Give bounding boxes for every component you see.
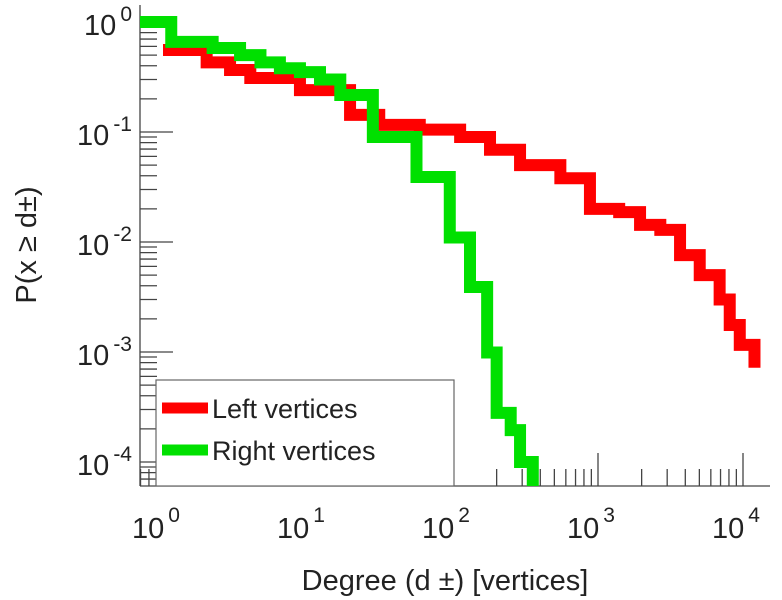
x-tick-exponent: 3 [603, 504, 615, 527]
legend-box [155, 379, 455, 487]
y-tick-base: 10 [77, 340, 109, 372]
x-tick-base: 10 [422, 513, 454, 545]
y-tick-label: 10 -4 [77, 443, 132, 482]
y-tick-base: 10 [84, 10, 116, 42]
x-tick-base: 10 [132, 513, 164, 545]
x-tick-base: 10 [712, 513, 744, 545]
y-tick-label: 10 -1 [77, 113, 132, 152]
x-tick-exponent: 4 [748, 504, 760, 527]
y-tick-exponent: 0 [120, 3, 132, 26]
series-line-left [163, 44, 761, 368]
x-tick-label: 10 4 [712, 504, 760, 545]
y-tick-exponent: -3 [113, 333, 132, 356]
x-tick-exponent: 1 [313, 504, 325, 527]
y-tick-exponent: -2 [113, 223, 132, 246]
legend-label: Left vertices [212, 394, 358, 424]
y-tick-base: 10 [77, 450, 109, 482]
y-tick-exponent: -4 [113, 443, 132, 466]
x-tick-label: 10 0 [132, 504, 180, 545]
x-tick-label: 10 2 [422, 504, 470, 545]
legend: Left vertices Right vertices [155, 379, 455, 487]
x-tick-base: 10 [277, 513, 309, 545]
x-axis-label: Degree (d ±) [vertices] [302, 565, 589, 597]
y-tick-label: 10 -2 [77, 223, 132, 262]
x-tick-exponent: 0 [168, 504, 180, 527]
series-group [140, 16, 761, 486]
x-tick-base: 10 [567, 513, 599, 545]
y-tick-label: 10 0 [84, 3, 132, 42]
x-tick-exponent: 2 [458, 504, 470, 527]
legend-label: Right vertices [212, 436, 376, 466]
y-axis-label: P(x ≥ d±) [11, 186, 43, 303]
y-tick-exponent: -1 [113, 113, 132, 136]
y-tick-label: 10 -3 [77, 333, 132, 372]
series-line-right [140, 16, 539, 486]
y-tick-base: 10 [77, 230, 109, 262]
axes: 10 010 -110 -210 -310 -410 0 10 1 10 2 10 3 10 4 [77, 3, 770, 545]
y-tick-base: 10 [77, 120, 109, 152]
x-tick-label: 10 3 [567, 504, 615, 545]
x-tick-label: 10 1 [277, 504, 325, 545]
